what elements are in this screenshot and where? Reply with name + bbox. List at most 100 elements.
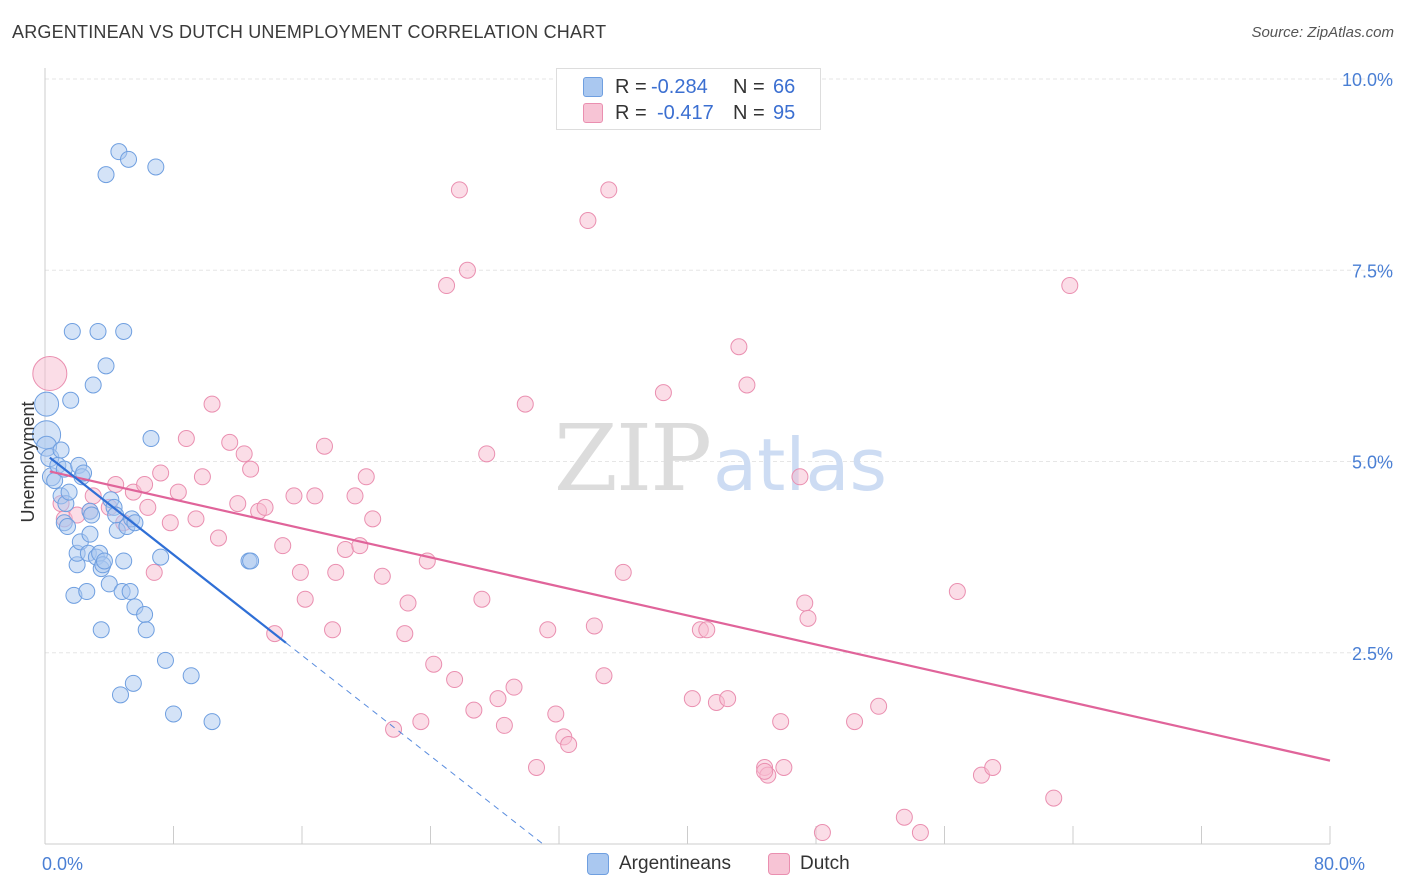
r-label: R = [615,75,647,98]
r-value: -0.284 [651,75,708,98]
dutch-point [473,590,491,608]
argentinean-point [137,621,155,639]
pink-swatch-icon [583,103,603,123]
watermark: ZIP atlas [554,405,887,512]
n-value: 95 [773,101,796,124]
dutch-point [32,356,68,392]
dutch-point [336,540,354,558]
argentinean-point [142,430,160,448]
dutch-point [585,617,603,635]
n-value: 66 [773,75,796,98]
n-label: N = [733,101,765,124]
argentinean-point [63,322,81,340]
dutch-point [595,667,613,685]
argentinean-point [203,713,221,731]
dutch-point [315,437,333,455]
blue-swatch-icon [583,77,603,97]
dutch-point [229,495,247,513]
argentinean-point [120,150,138,168]
argentinean-point [34,391,60,417]
dutch-point [306,487,324,505]
dutch-point [528,759,546,776]
dutch-point [984,759,1002,776]
dutch-point [579,212,597,230]
argentinean-point [100,575,118,593]
dutch-point [450,181,468,199]
dutch-point [438,277,456,295]
dutch-point [327,563,345,581]
argentinean-point [62,391,80,409]
dutch-point [614,563,632,581]
dutch-point [846,713,864,731]
y-axis-label: Unemployment [18,401,38,522]
argentinean-point [97,166,115,184]
trend-lines [49,456,1331,845]
dutch-point [489,690,507,708]
dutch-point [547,705,565,723]
watermark-atlas: atlas [713,423,887,507]
dutch-point [161,514,179,532]
dutch-point [600,181,618,199]
argentinean-point [81,525,99,543]
dutch-point [1045,789,1063,807]
argentinean-point [121,583,139,601]
dutch-point [756,762,774,780]
blue-swatch-icon [587,853,609,875]
argentinean-point [83,506,101,524]
pink-swatch-icon [768,853,790,875]
dutch-point [357,468,375,486]
dutch-point [505,678,523,696]
dutch-point [425,655,443,673]
dutch-point [187,510,205,528]
stats-row-argentineans: R = -0.284 N = 66 [583,74,795,100]
dutch-point [465,701,483,719]
dutch-point [775,759,793,776]
argentinean-point [75,464,93,482]
dutch-point [324,621,342,639]
dutch-point [256,498,274,516]
argentineans-points [32,143,260,731]
legend-item-argentineans[interactable]: Argentineans [587,852,731,876]
chart-title: ARGENTINEAN VS DUTCH UNEMPLOYMENT CORREL… [12,22,607,42]
dutch-point [396,625,414,643]
dutch-point [495,716,513,734]
argentinean-point [84,376,102,394]
argentinean-point [152,548,170,566]
dutch-point [385,720,403,738]
dutch-point [285,487,303,505]
dutch-point [169,483,187,501]
argentinean-point [95,552,113,570]
tick-labels: 2.5% 5.0% 7.5% 10.0% 0.0% 80.0% [42,70,1393,874]
legend-item-dutch[interactable]: Dutch [768,852,850,876]
dutch-point [446,671,464,689]
dutch-point [412,713,430,731]
dutch-point [1061,277,1079,295]
argentinean-point [60,483,78,501]
x-tick-label: 0.0% [42,854,83,874]
dutch-point [242,460,260,478]
dutch-point [399,594,417,612]
dutch-point [145,563,163,581]
argentinean-point [78,583,96,601]
n-label: N = [733,75,765,98]
y-tick-label: 2.5% [1352,644,1393,664]
dutch-trend-line [49,470,1331,762]
source-label: Source: ZipAtlas.com [1251,24,1394,41]
argentinean-point [136,606,154,623]
dutch-point [730,338,748,356]
dutch-point [346,487,364,505]
dutch-point [560,736,578,754]
dutch-point [221,433,239,451]
y-tick-label: 10.0% [1342,70,1393,90]
dutch-point [772,713,790,731]
dutch-point [791,468,809,486]
dutch-point [796,594,814,612]
dutch-point [719,690,737,708]
dutch-point [193,468,211,486]
axes [44,68,1331,845]
argentinean-point [115,322,133,340]
dutch-point [209,529,227,547]
dutch-point [235,445,253,463]
dutch-point [813,824,831,842]
